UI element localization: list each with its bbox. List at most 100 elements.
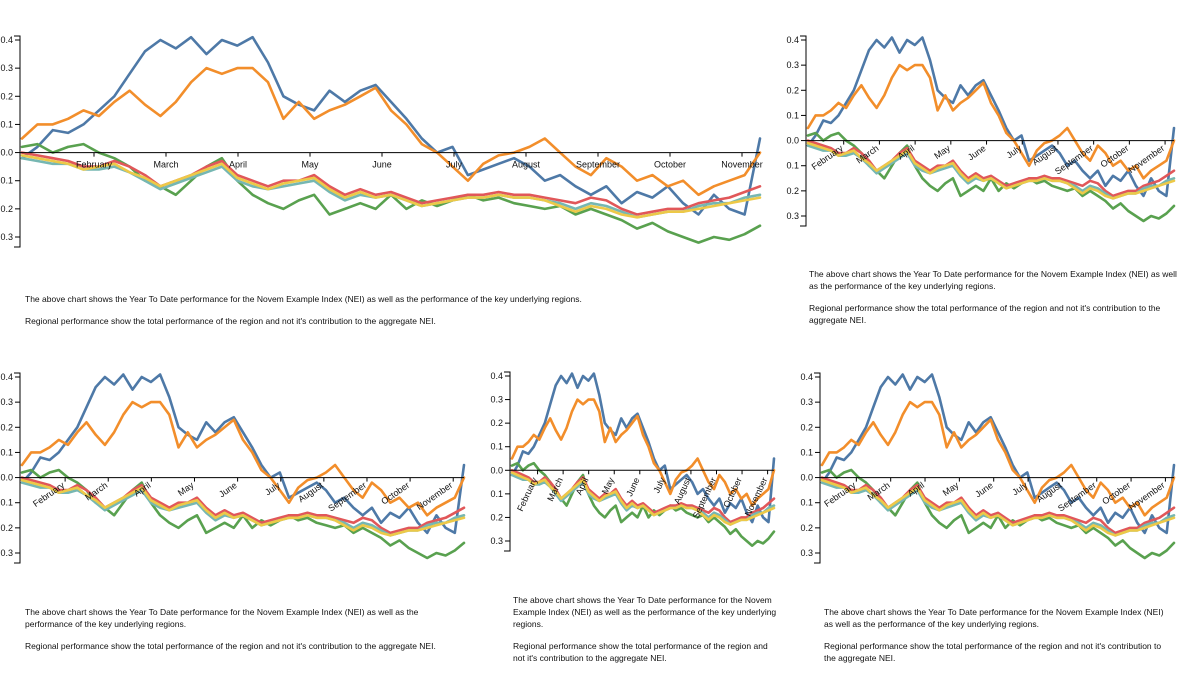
x-tick-label: May [941, 480, 961, 498]
caption-description: The above chart shows the Year To Date p… [25, 294, 582, 304]
x-tick-label: February [515, 475, 539, 512]
series-line-0 [820, 373, 1176, 535]
chart-panel-bottom-left: 0.4 0.3 0.2 0.1 0.0 0.1 0.2 0.3 February March Apr… [0, 340, 490, 675]
x-tick-label: August [1035, 480, 1064, 505]
caption-description: The above chart shows the Year To Date p… [513, 595, 777, 629]
y-tick-label: 0.2 [0, 91, 13, 101]
caption-note: Regional performance show the total perf… [25, 316, 436, 326]
series-line-1 [20, 400, 466, 517]
y-tick-label: 0.1 [0, 447, 13, 457]
x-tick-label: June [973, 480, 995, 499]
series-line-5 [20, 478, 466, 537]
y-tick-label: 0.1 [0, 119, 13, 129]
x-tick-label: November [1126, 143, 1166, 175]
series-line-5 [820, 478, 1176, 537]
y-tick-label: 0.3 [0, 397, 13, 407]
x-tick-label: May [176, 480, 196, 498]
y-axis-line [14, 35, 21, 248]
series-line-1 [510, 398, 776, 507]
series-line-5 [510, 471, 776, 526]
y-tick-label: 0.2 [786, 186, 799, 196]
y-axis-line [814, 372, 821, 564]
y-tick-label: 0.3 [0, 232, 13, 242]
x-tick-label: June [966, 143, 988, 162]
y-tick-label: 0.1 [800, 498, 813, 508]
series-line-5 [806, 141, 1176, 200]
series-line-3 [20, 151, 762, 216]
y-tick-label: 0.1 [490, 489, 503, 499]
y-tick-label: 0.2 [0, 422, 13, 432]
chart-panel-top-right: 0.4 0.3 0.2 0.1 0.0 0.1 0.2 0.3 February March Apr… [780, 0, 1200, 340]
series-line-1 [20, 66, 762, 197]
chart-panel-wide: 0.4 0.3 0.2 0.1 0.0 0.1 0.2 0.3 February March Apr… [0, 0, 780, 340]
series-line-1 [806, 63, 1176, 180]
y-tick-label: 0.0 [786, 136, 799, 146]
series-line-3 [820, 476, 1176, 535]
y-tick-label: 0.2 [800, 523, 813, 533]
x-tick-label: August [512, 160, 541, 170]
chart-panel-bottom-middle: 0.4 0.3 0.2 0.1 0.0 0.1 0.2 0.3 February March Apr… [490, 340, 790, 675]
y-tick-label: 0.1 [490, 442, 503, 452]
y-tick-label: 0.1 [800, 447, 813, 457]
chart-caption: The above chart shows the Year To Date p… [809, 268, 1179, 336]
x-tick-label: March [153, 160, 178, 170]
caption-note: Regional performance show the total perf… [824, 641, 1162, 663]
caption-note: Regional performance show the total perf… [809, 303, 1161, 325]
y-tick-label: 0.4 [0, 372, 13, 382]
y-tick-label: 0.2 [0, 523, 13, 533]
y-tick-label: 0.1 [786, 161, 799, 171]
y-tick-label: 0.0 [0, 473, 13, 483]
y-tick-label: 0.1 [0, 176, 13, 186]
x-tick-label: July [263, 480, 282, 498]
y-tick-label: 0.0 [800, 473, 813, 483]
x-tick-label: May [932, 143, 952, 161]
y-tick-label: 0.3 [800, 397, 813, 407]
series-line-3 [806, 139, 1176, 198]
y-tick-label: 0.3 [0, 548, 13, 558]
x-tick-label: June [217, 480, 239, 499]
y-tick-label: 0.3 [490, 536, 503, 546]
x-tick-label: July [1005, 143, 1024, 161]
caption-note: Regional performance show the total perf… [25, 641, 436, 651]
x-tick-label: May [301, 160, 319, 170]
series-line-0 [20, 373, 466, 535]
series-line-0 [510, 372, 776, 524]
y-tick-label: 0.3 [0, 63, 13, 73]
y-tick-label: 0.3 [786, 211, 799, 221]
series-line-5 [20, 154, 762, 219]
x-tick-label: November [1127, 480, 1167, 512]
y-tick-label: 0.4 [490, 371, 503, 381]
y-tick-label: 0.2 [800, 422, 813, 432]
chart-caption: The above chart shows the Year To Date p… [25, 606, 465, 662]
y-tick-label: 0.4 [786, 35, 799, 45]
chart-caption: The above chart shows the Year To Date p… [513, 594, 778, 674]
x-tick-label: February [76, 160, 113, 170]
caption-description: The above chart shows the Year To Date p… [25, 607, 419, 629]
chart-caption: The above chart shows the Year To Date p… [25, 293, 745, 337]
series-line-0 [806, 36, 1176, 198]
x-tick-label: September [576, 160, 620, 170]
y-tick-label: 0.0 [490, 465, 503, 475]
y-tick-label: 0.2 [490, 512, 503, 522]
y-axis-line [14, 372, 21, 564]
series-line-3 [510, 469, 776, 524]
series-line-1 [820, 400, 1176, 517]
x-tick-label: April [229, 160, 247, 170]
y-tick-label: 0.4 [0, 35, 13, 45]
y-tick-label: 0.2 [0, 204, 13, 214]
y-axis-line [504, 371, 511, 552]
x-tick-label: July [1010, 480, 1029, 498]
y-tick-label: 0.0 [0, 148, 13, 158]
y-tick-label: 0.1 [0, 498, 13, 508]
y-tick-label: 0.4 [800, 372, 813, 382]
y-tick-label: 0.2 [490, 418, 503, 428]
y-tick-label: 0.2 [786, 85, 799, 95]
x-tick-label: August [296, 480, 325, 505]
chart-panel-bottom-right: 0.4 0.3 0.2 0.1 0.0 0.1 0.2 0.3 February March Apr… [790, 340, 1200, 675]
series-line-3 [20, 476, 466, 535]
ytd-performance-chart: 0.4 0.3 0.2 0.1 0.0 0.1 0.2 0.3 February March Apr… [0, 35, 763, 248]
x-tick-label: July [446, 160, 463, 170]
